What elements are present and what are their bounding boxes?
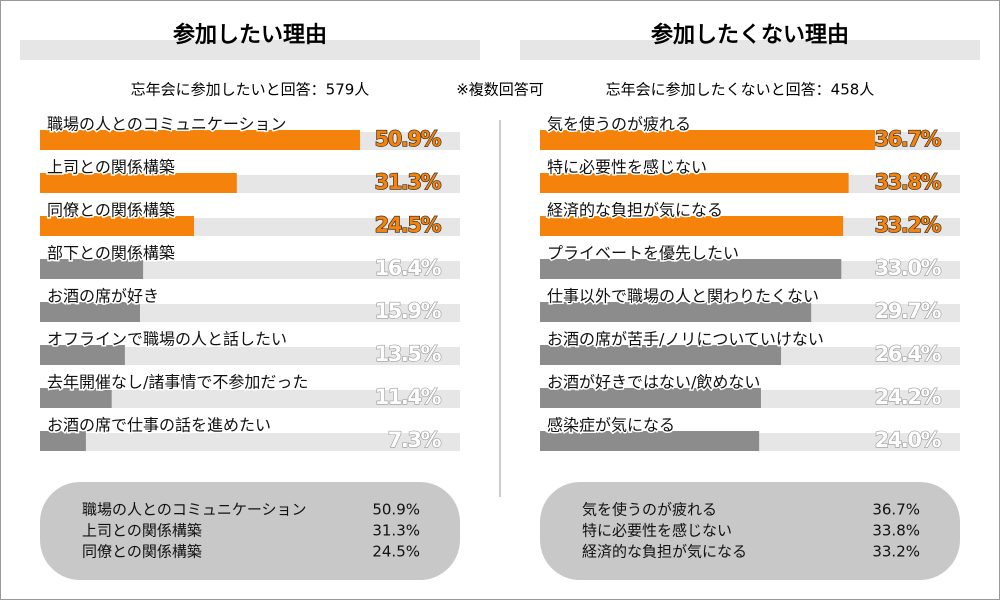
bar-track <box>40 261 460 279</box>
category-label: 感染症が気になる <box>547 416 675 435</box>
chart-title: 参加したくない理由 <box>651 22 849 48</box>
bar <box>40 431 86 451</box>
category-label: 職場の人とのコミュニケーション <box>47 115 287 134</box>
bar-track <box>40 390 460 408</box>
value-label: 16.4% <box>375 256 442 280</box>
summary-category: 同僚との関係構築 <box>82 543 202 561</box>
value-label: 33.2% <box>875 213 942 237</box>
summary-value: 50.9% <box>372 501 420 519</box>
category-label: 経済的な負担が気になる <box>547 201 723 220</box>
bar <box>40 173 237 193</box>
bar <box>540 130 876 150</box>
category-label: 去年開催なし/諸事情で不参加だった <box>47 373 308 392</box>
category-label: 上司との関係構築 <box>47 158 175 177</box>
summary-value: 31.3% <box>372 522 420 540</box>
summary-value: 33.8% <box>872 522 920 540</box>
summary-category: 特に必要性を感じない <box>582 522 732 540</box>
chart-title: 参加したい理由 <box>173 22 327 48</box>
bar <box>540 388 761 408</box>
bar-track <box>40 347 460 365</box>
subtitle: 忘年会に参加したいと回答：579人 <box>131 81 370 99</box>
bar <box>40 259 144 279</box>
bar <box>540 431 760 451</box>
subtitle: 忘年会に参加したくないと回答：458人 <box>606 81 875 99</box>
category-label: プライベートを優先したい <box>547 244 739 263</box>
summary-category: 気を使うのが疲れる <box>582 501 717 519</box>
value-label: 24.5% <box>375 213 442 237</box>
category-label: 特に必要性を感じない <box>547 158 707 177</box>
summary-value: 24.5% <box>372 543 420 561</box>
value-label: 26.4% <box>875 342 942 366</box>
value-label: 11.4% <box>375 385 442 409</box>
summary-box <box>540 482 960 580</box>
bar <box>40 345 125 365</box>
summary-category: 上司との関係構築 <box>82 522 202 540</box>
bar <box>40 302 140 322</box>
category-label: 仕事以外で職場の人と関わりたくない <box>547 287 819 306</box>
bar-track <box>40 433 460 451</box>
value-label: 31.3% <box>375 170 442 194</box>
bar-track <box>40 304 460 322</box>
category-label: お酒の席が好き <box>47 287 159 306</box>
note: ※複数回答可 <box>456 81 544 99</box>
bar <box>540 302 812 322</box>
category-label: お酒の席が苦手/ノリについていけない <box>547 330 824 349</box>
category-label: オフラインで職場の人と話したい <box>47 330 287 349</box>
value-label: 33.8% <box>875 170 942 194</box>
category-label: お酒が好きではない/飲めない <box>547 373 760 392</box>
value-label: 15.9% <box>375 299 442 323</box>
summary-category: 経済的な負担が気になる <box>582 543 747 561</box>
bar <box>540 216 844 236</box>
title-band <box>520 40 980 60</box>
bar <box>540 345 782 365</box>
bar <box>40 216 195 236</box>
value-label: 24.2% <box>875 385 942 409</box>
value-label: 33.0% <box>875 256 942 280</box>
title-band <box>20 40 480 60</box>
value-label: 13.5% <box>375 342 442 366</box>
bar <box>40 388 112 408</box>
category-label: 同僚との関係構築 <box>47 201 175 220</box>
summary-category: 職場の人とのコミュニケーション <box>82 501 307 519</box>
value-label: 50.9% <box>375 127 442 151</box>
category-label: 部下との関係構築 <box>47 244 175 263</box>
category-label: お酒の席で仕事の話を進めたい <box>47 416 271 435</box>
bar <box>540 173 849 193</box>
summary-value: 33.2% <box>872 543 920 561</box>
bar <box>40 130 361 150</box>
value-label: 36.7% <box>875 127 942 151</box>
value-label: 29.7% <box>875 299 942 323</box>
value-label: 7.3% <box>388 428 442 452</box>
value-label: 24.0% <box>875 428 942 452</box>
summary-value: 36.7% <box>872 501 920 519</box>
summary-box <box>40 482 460 580</box>
category-label: 気を使うのが疲れる <box>547 115 691 134</box>
bar <box>540 259 842 279</box>
